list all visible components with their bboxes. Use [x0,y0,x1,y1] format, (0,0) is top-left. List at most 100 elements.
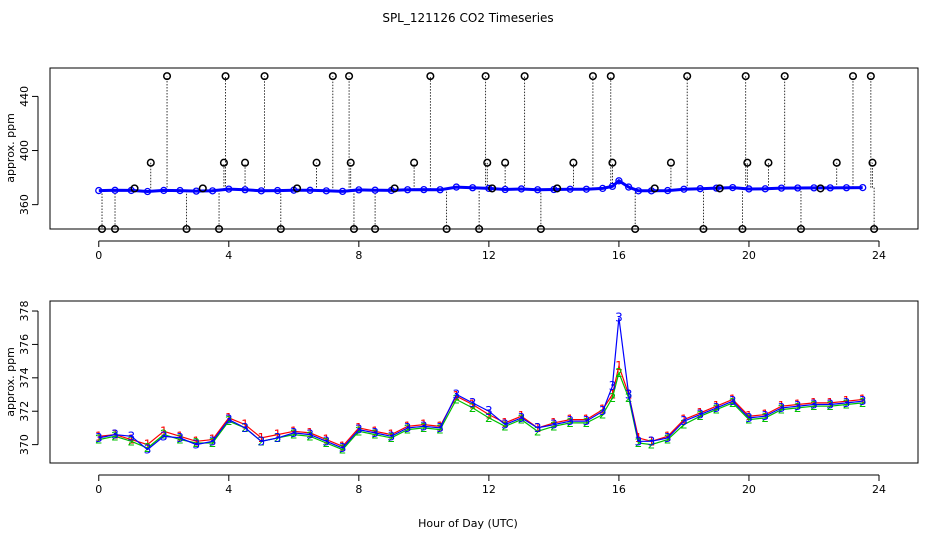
bottom-plot-frame [49,300,919,464]
series-3-point: 3 [420,419,428,433]
series-3-point: 3 [729,394,737,408]
series-2-point: 2 [810,399,818,413]
baseline-point [420,185,428,194]
series-1-point: 1 [306,426,314,440]
series-1-point: 1 [176,429,184,443]
series-2-point: 2 [306,429,314,443]
spike-marker [410,158,419,167]
series-1-point: 1 [664,429,672,443]
series-1-point: 1 [371,424,379,438]
spike-marker [764,158,773,167]
top-x-tick-label: 8 [355,249,362,262]
bottom-x-tick-label: 24 [872,483,886,496]
series-1-point: 1 [290,424,298,438]
series-2-point: 2 [761,411,769,425]
series-1-point: 1 [843,394,851,408]
series-2-point: 2 [615,366,623,380]
series-1-point: 1 [420,418,428,432]
series-3-point: 3 [566,414,574,428]
spike-marker [276,224,285,234]
bottom-y-tick-label: 378 [18,301,31,322]
spike-marker [608,158,617,167]
spike-marker [214,224,224,234]
spike-marker [371,224,380,234]
spike-marker [501,158,510,167]
series-2-point: 2 [583,416,591,430]
spike-marker [569,158,578,167]
baseline-point [777,184,786,192]
spike-marker [631,224,640,234]
series-1-point: 1 [257,431,265,445]
series-3-point: 3 [127,429,135,443]
series-3-point: 3 [388,429,396,443]
series-2-point: 2 [534,424,542,438]
spike-marker [345,72,354,81]
series-1-point: 1 [404,419,412,433]
spike-marker [97,224,107,234]
spike-marker [130,184,139,193]
baseline-point [761,185,769,193]
series-2-point: 2 [144,441,152,455]
x-axis-label: Hour of Day (UTC) [418,517,518,530]
chart-title: SPL_121126 CO2 Timeseries [382,11,553,25]
series-2-point: 2 [111,429,119,443]
series-1-point: 1 [144,438,152,452]
series-1-point: 1 [826,396,834,410]
series-3-point: 3 [534,421,542,435]
series-2-point: 2 [664,433,672,447]
baseline-point [696,185,704,193]
baseline-point [485,184,493,193]
top-x-tick-label: 24 [872,249,886,262]
bottom-x-tick-label: 12 [482,483,496,496]
bottom-x-tick-label: 4 [225,483,232,496]
spike-marker [221,72,230,81]
series-1-point: 1 [859,393,867,407]
series-3-point: 3 [625,388,633,402]
baseline-point [452,183,461,191]
series-1-point: 1 [453,389,461,403]
series-3-point: 3 [745,411,753,425]
series-2-point: 2 [778,403,786,417]
bottom-y-axis-label: approx. ppm [4,347,17,417]
series-3-point: 3 [225,413,233,427]
series-1-point: 1 [209,433,217,447]
spike-marker [182,224,191,234]
series-2-point: 2 [518,413,526,427]
series-3-line [98,317,863,451]
series-2-point: 2 [160,428,168,442]
series-1-point: 1 [794,398,802,412]
spike-marker [426,72,435,81]
baseline-point [241,186,249,194]
spike-marker [483,158,492,167]
spike-marker [346,158,355,167]
series-3-point: 3 [696,408,704,422]
series-3-point: 3 [339,441,347,455]
series-1-point: 1 [485,408,493,422]
series-2-point: 2 [176,433,184,447]
series-1-point: 1 [339,439,347,453]
series-1-point: 1 [436,419,444,433]
series-2-point: 2 [371,428,379,442]
baseline-point [745,185,753,193]
series-3-point: 3 [257,434,265,448]
series-2-point: 2 [436,423,444,437]
series-3-point: 3 [176,431,184,445]
series-3-point: 3 [111,428,119,442]
series-3-point: 3 [810,398,818,412]
baseline-point [257,187,265,195]
spike-marker [699,224,708,234]
baseline-point [225,185,233,193]
baseline-point [176,186,184,195]
series-1-point: 1 [713,399,721,413]
series-2-point: 2 [127,434,135,448]
spike-marker [475,224,484,234]
baseline-point [501,185,509,194]
series-1-point: 1 [729,393,737,407]
spike-marker [743,158,752,167]
series-3-point: 3 [680,414,688,428]
baseline-point [794,184,802,192]
